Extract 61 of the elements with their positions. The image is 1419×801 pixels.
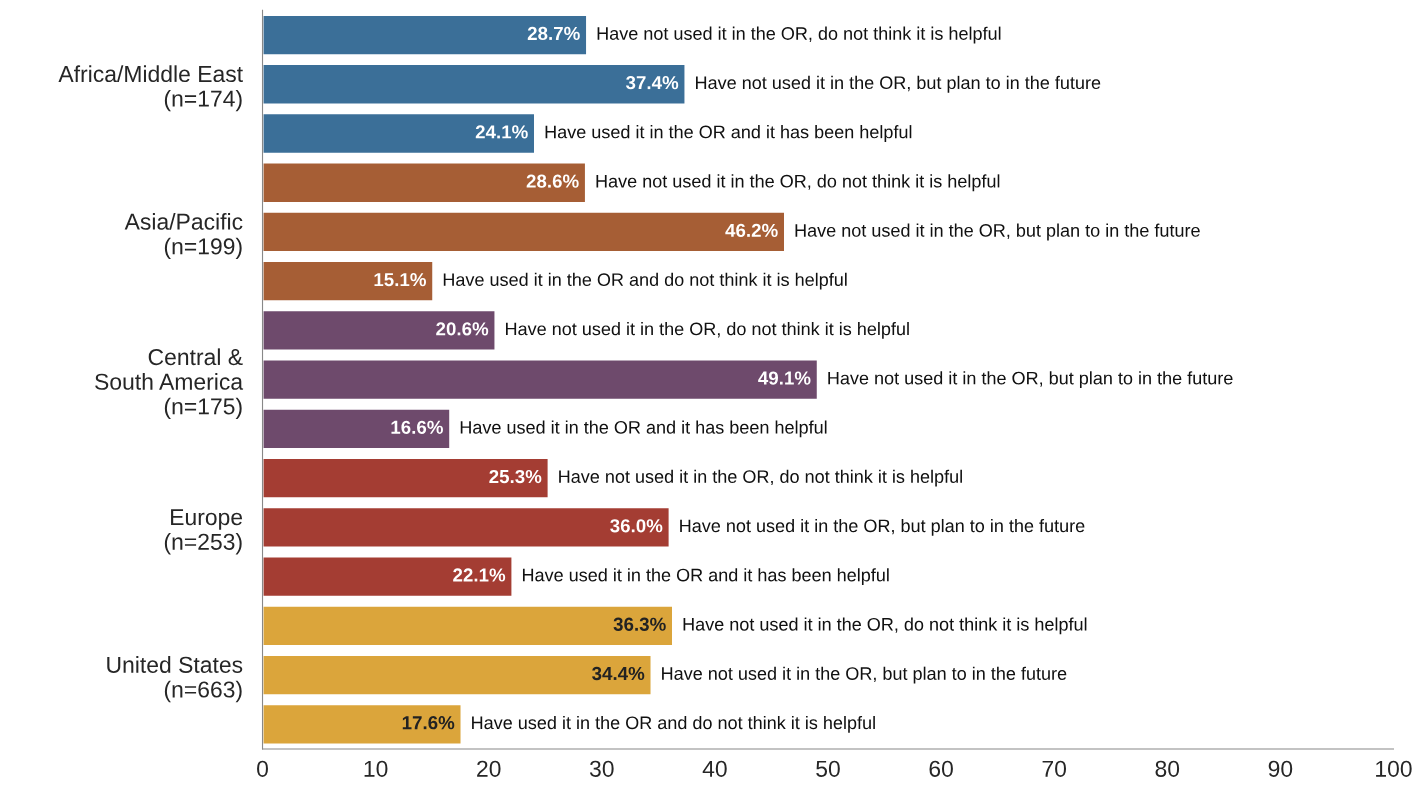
data-label: 25.3% bbox=[489, 469, 542, 484]
x-tick-label: 90 bbox=[1268, 760, 1293, 777]
annotation: Have used it in the OR and do not think it is helpful bbox=[472, 715, 875, 733]
bar bbox=[262, 309, 497, 352]
data-label: 46.2% bbox=[725, 223, 778, 237]
annotation: Have not used it in the OR, but plan to in the future bbox=[828, 371, 1233, 389]
bar bbox=[262, 358, 819, 401]
bar bbox=[262, 407, 452, 451]
annotation: Have not used it in the OR, but plan to in the future bbox=[795, 223, 1200, 241]
bar bbox=[262, 161, 587, 204]
bar bbox=[262, 653, 653, 697]
bar bbox=[262, 703, 463, 746]
annotation: Have used it in the OR and it has been helpful bbox=[545, 125, 912, 142]
data-label: 28.6% bbox=[526, 174, 579, 188]
data-label: 17.6% bbox=[402, 716, 455, 730]
y-tick-label: Africa/Middle East (n=174) bbox=[58, 65, 243, 112]
annotation: Have used it in the OR and it has been helpful bbox=[522, 568, 889, 586]
data-label: 20.6% bbox=[436, 322, 489, 336]
x-tick-label: 60 bbox=[929, 760, 953, 777]
data-label: 24.1% bbox=[475, 125, 528, 139]
data-label: 49.1% bbox=[758, 371, 811, 385]
annotation: Have not used it in the OR, do not think it is helpful bbox=[506, 322, 909, 339]
data-label: 22.1% bbox=[453, 568, 506, 582]
bar bbox=[262, 13, 589, 57]
y-tick-label: Asia/Pacific (n=199) bbox=[124, 212, 243, 260]
y-tick-label: Central & South America (n=175) bbox=[95, 348, 244, 420]
y-tick-label: Europe (n=253) bbox=[164, 509, 243, 555]
data-label: 34.4% bbox=[592, 666, 645, 681]
x-tick-label: 30 bbox=[589, 760, 614, 777]
annotation: Have not used it in the OR, but plan to in the future bbox=[662, 666, 1067, 684]
bar bbox=[262, 456, 550, 500]
annotation: Have not used it in the OR, but plan to in the future bbox=[696, 75, 1101, 93]
x-tick-label: 100 bbox=[1376, 760, 1412, 777]
x-tick-label: 80 bbox=[1155, 760, 1180, 777]
annotation: Have not used it in the OR, do not think it is helpful bbox=[596, 174, 1000, 192]
annotation: Have not used it in the OR, do not think it is helpful bbox=[559, 469, 962, 487]
annotation: Have not used it in the OR, do not think it is helpful bbox=[597, 26, 1001, 44]
bar bbox=[262, 604, 675, 648]
data-label: 37.4% bbox=[625, 76, 679, 90]
x-tick-label: 40 bbox=[702, 760, 727, 777]
bar bbox=[262, 555, 514, 598]
x-tick-label: 70 bbox=[1042, 760, 1067, 777]
x-tick-label: 10 bbox=[364, 760, 388, 777]
bar bbox=[262, 63, 687, 106]
bar bbox=[262, 506, 671, 549]
y-tick-label: United States (n=663) bbox=[107, 656, 243, 703]
data-label: 36.0% bbox=[610, 519, 663, 533]
bar bbox=[262, 259, 435, 303]
x-tick-label: 50 bbox=[816, 760, 840, 777]
x-tick-label: 20 bbox=[477, 760, 501, 777]
bar bbox=[262, 112, 537, 155]
annotation: Have not used it in the OR, do not think it is helpful bbox=[683, 617, 1087, 635]
bar bbox=[262, 210, 787, 254]
annotation: Have not used it in the OR, but plan to in the future bbox=[680, 518, 1085, 536]
data-label: 36.3% bbox=[613, 617, 666, 631]
data-label: 16.6% bbox=[391, 420, 443, 434]
data-label: 28.7% bbox=[527, 26, 580, 41]
data-label: 15.1% bbox=[374, 273, 427, 287]
annotation: Have used it in the OR and it has been helpful bbox=[460, 420, 827, 438]
annotation: Have used it in the OR and do not think it is helpful bbox=[443, 272, 847, 290]
x-tick-label: 0 bbox=[257, 760, 268, 777]
